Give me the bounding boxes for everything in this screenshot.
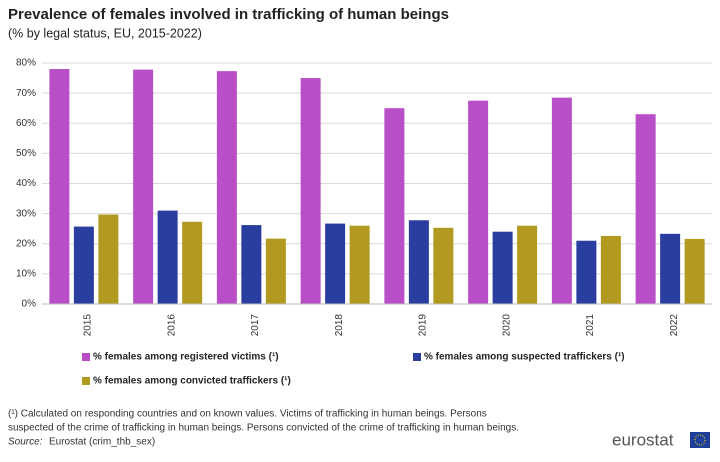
y-tick-label: 80% [16,58,36,69]
bar [408,220,429,304]
bar [635,114,656,305]
legend-label: % females among suspected traffickers (¹… [424,352,625,363]
logo-flag [690,432,710,448]
bar [265,238,286,304]
bar [576,240,597,304]
x-tick-label: 2015 [83,314,94,337]
bar [241,225,262,304]
y-tick-label: 40% [16,178,36,189]
x-tick-label: 2021 [585,314,596,337]
bar [492,231,513,304]
footnote: suspected of the crime of trafficking in… [8,423,519,434]
bar [517,225,538,304]
bar [384,108,405,304]
x-tick-label: 2017 [250,314,261,337]
bar [660,233,681,304]
bar [133,69,154,304]
y-tick-label: 10% [16,269,36,280]
x-tick-label: 2018 [334,314,345,337]
bar [684,238,705,304]
y-tick-label: 0% [22,299,37,310]
y-tick-label: 70% [16,88,36,99]
x-tick-label: 2022 [669,314,680,337]
flag-stars [694,434,706,446]
legend-label: % females among convicted traffickers (¹… [93,376,291,387]
bar [349,225,370,304]
x-tick-label: 2016 [166,314,177,337]
bar [157,210,178,304]
footnote: (¹) Calculated on responding countries a… [8,409,487,420]
legend-swatch [413,353,421,361]
x-tick-label: 2019 [418,314,429,337]
bar [325,223,346,304]
flag [690,432,710,448]
legend-swatch [82,377,90,385]
source: Eurostat (crim_thb_sex) [49,437,155,448]
bar [600,235,621,304]
y-tick-label: 60% [16,118,36,129]
x-tick-label: 2020 [501,314,512,337]
bar [73,226,94,304]
bar [468,100,489,304]
bar [216,71,237,304]
bar [300,78,321,304]
bar [98,214,119,304]
bar [433,227,454,304]
y-tick-label: 20% [16,238,36,249]
bar [182,221,203,304]
logo-text: eurostat [612,430,674,449]
chart-title: Prevalence of females involved in traffi… [8,6,449,23]
source-label: Source: [8,437,43,448]
y-tick-label: 50% [16,148,36,159]
chart-subtitle: (% by legal status, EU, 2015-2022) [8,26,202,40]
bar [49,69,70,305]
y-tick-label: 30% [16,208,36,219]
legend-label: % females among registered victims (¹) [93,352,279,363]
bar [551,97,572,304]
legend-swatch [82,353,90,361]
